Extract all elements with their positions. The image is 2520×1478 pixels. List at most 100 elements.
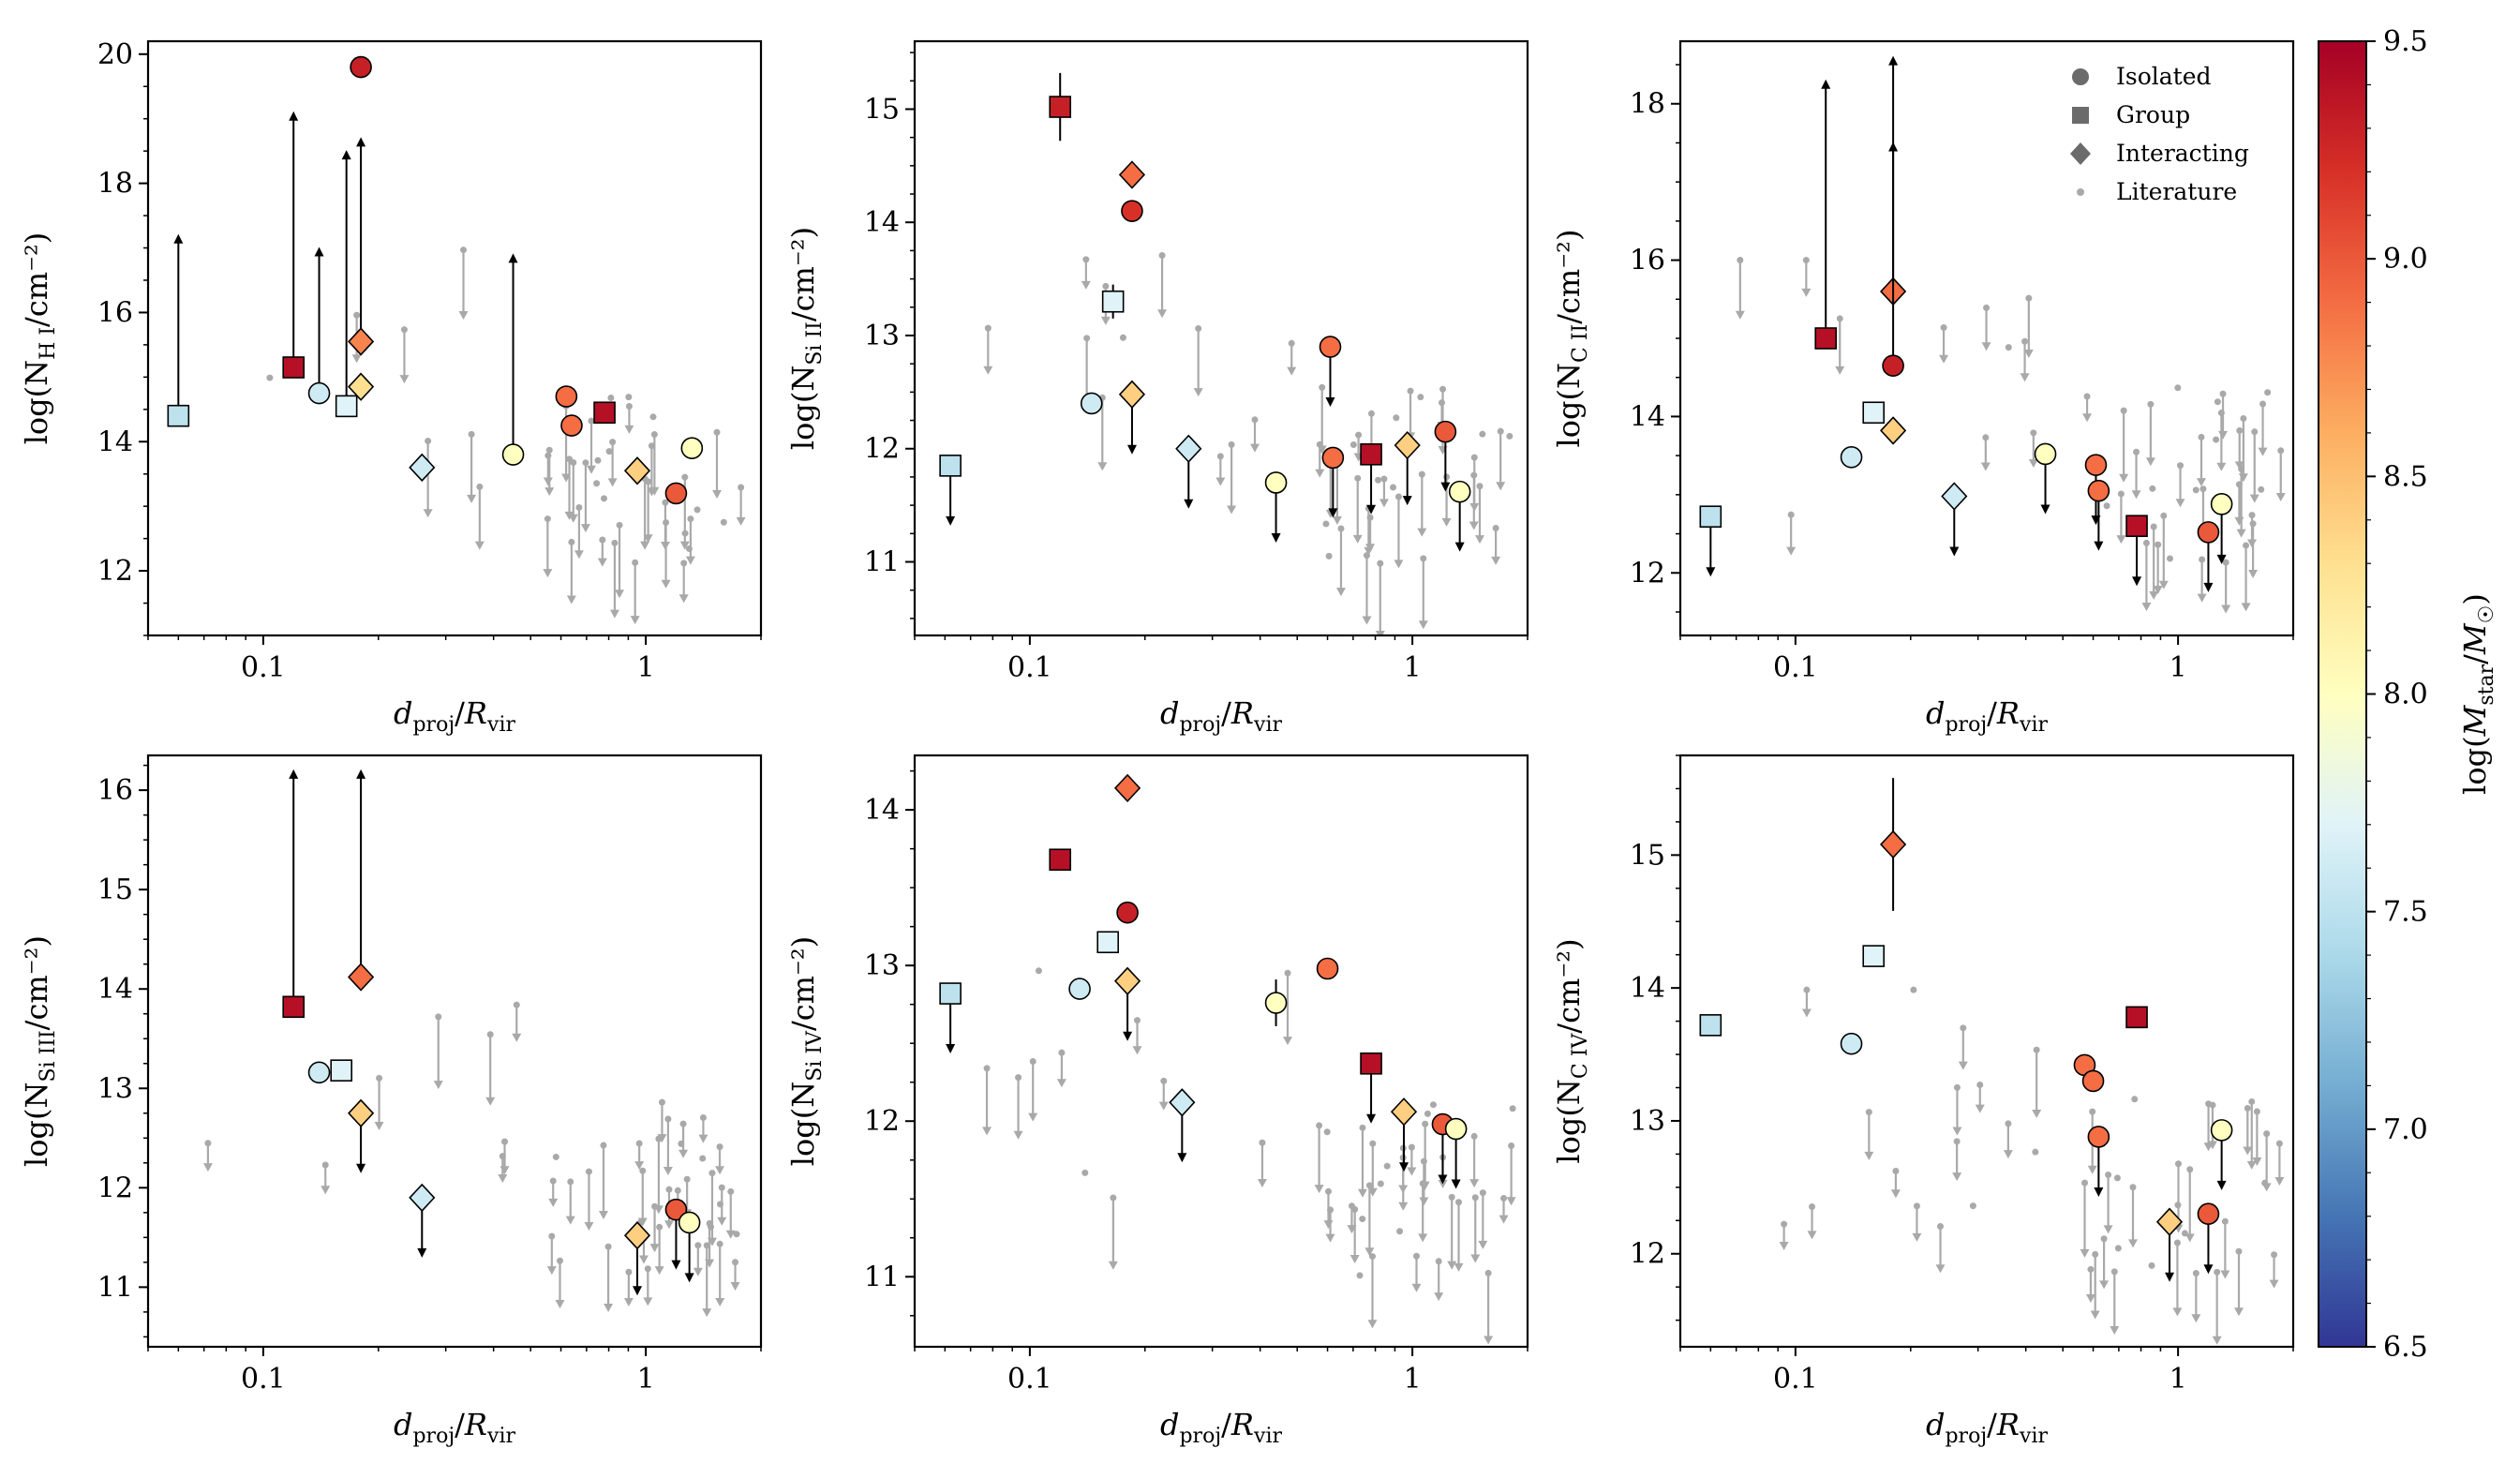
literature-point <box>552 1153 559 1160</box>
y-tick-label: 12 <box>864 433 900 466</box>
literature-arrow <box>1250 443 1260 453</box>
upper-limit-arrow <box>2094 541 2104 551</box>
literature-point <box>2089 1108 2096 1115</box>
literature-arrow <box>474 541 485 550</box>
literature-arrow <box>1081 280 1091 290</box>
literature-arrow <box>1420 1181 1430 1190</box>
literature-point <box>644 1265 651 1273</box>
isolated-marker <box>1316 957 1339 980</box>
literature-arrow <box>565 1216 575 1225</box>
literature-arrow <box>2085 1293 2095 1303</box>
literature-point <box>635 1140 643 1147</box>
literature-point <box>2243 542 2250 549</box>
literature-arrow <box>485 1097 496 1106</box>
interacting-marker <box>348 1098 375 1127</box>
literature-point <box>2199 485 2207 493</box>
isolated-marker <box>680 437 704 459</box>
literature-point <box>625 403 633 411</box>
literature-arrow <box>604 1303 614 1312</box>
literature-point <box>582 459 589 467</box>
literature-point <box>1160 1077 1168 1084</box>
literature-point <box>2192 1270 2199 1277</box>
axes-frame <box>1678 754 2295 1349</box>
colorbar-tick-label: 9.5 <box>2383 25 2428 58</box>
literature-arrow <box>1335 588 1346 597</box>
interacting-marker <box>1118 160 1146 189</box>
literature-point <box>1390 484 1397 491</box>
literature-arrow <box>1332 515 1342 525</box>
diamond-icon <box>2070 142 2091 165</box>
x-axis-label: dproj/Rvir <box>394 1407 515 1448</box>
literature-arrow <box>433 1081 443 1090</box>
group-marker <box>1049 96 1072 118</box>
literature-point <box>1110 1194 1117 1202</box>
literature-arrow <box>1417 528 1427 537</box>
legend-label: Group <box>2116 101 2190 128</box>
x-ticks: 0.1 1 <box>914 1347 1528 1396</box>
literature-point <box>645 478 652 485</box>
literature-arrow <box>2274 1177 2285 1187</box>
literature-arrow <box>598 1210 608 1219</box>
upper-limit-arrow <box>2203 1264 2214 1275</box>
y-axis-label: log(NSi II/cm⁻²) <box>785 227 827 450</box>
lower-limit-arrow <box>1821 79 1831 89</box>
literature-arrow <box>643 1297 653 1306</box>
x-tick-label: 1 <box>2170 651 2187 684</box>
literature-arrow <box>609 609 619 619</box>
literature-arrow <box>2275 493 2286 502</box>
literature-arrow <box>500 1166 510 1175</box>
upper-limit-arrow <box>2203 582 2214 592</box>
isolated-marker <box>2197 1202 2220 1226</box>
literature-point <box>1509 1105 1516 1112</box>
literature-point <box>1470 454 1478 461</box>
literature-arrow <box>1779 1242 1789 1251</box>
literature-point <box>1324 1187 1332 1195</box>
upper-limit-arrow <box>684 1273 694 1283</box>
legend-entry-group: Group <box>2072 101 2190 128</box>
x-axis-label: dproj/Rvir <box>1926 695 2048 737</box>
literature-arrow <box>1958 1061 1968 1070</box>
upper-limit-arrow <box>1184 499 1194 509</box>
y-tick-label: 14 <box>864 794 900 827</box>
interacting-marker <box>1169 1088 1196 1117</box>
literature-point <box>662 499 669 506</box>
literature-point <box>1377 560 1384 567</box>
literature-point <box>625 1268 633 1276</box>
literature-arrow <box>544 487 555 497</box>
literature-point <box>2033 1046 2040 1053</box>
literature-point <box>548 1232 556 1240</box>
literature-arrow <box>717 1217 727 1226</box>
literature-point <box>687 515 694 523</box>
colorbar-tick-label: 9.0 <box>2383 243 2428 276</box>
literature-arrow <box>1952 1127 1962 1136</box>
literature-point <box>2160 512 2168 519</box>
literature-point <box>1375 476 1382 484</box>
literature-point <box>2110 1268 2118 1276</box>
x-tick-label: 1 <box>1404 651 1422 684</box>
literature-point <box>1394 493 1402 500</box>
sample-points <box>282 769 701 1296</box>
literature-point <box>2173 1239 2181 1247</box>
literature-point <box>2131 1096 2139 1103</box>
literature-arrow <box>1935 1264 1946 1274</box>
literature-arrow <box>1367 1320 1378 1329</box>
literature-arrow <box>374 1122 384 1131</box>
literature-point <box>353 311 361 319</box>
literature-point <box>2199 556 2206 563</box>
literature-point <box>703 1242 710 1249</box>
x-ticks: 0.1 1 <box>1679 1347 2294 1396</box>
x-axis-label: dproj/Rvir <box>1160 1407 1282 1448</box>
literature-point <box>1787 511 1795 518</box>
literature-arrow <box>1411 1283 1422 1292</box>
literature-arrow <box>574 550 584 560</box>
literature-point <box>1497 427 1504 435</box>
literature-arrow <box>1325 1233 1335 1243</box>
literature-arrow <box>1398 1202 1409 1211</box>
isolated-marker <box>678 1211 701 1234</box>
literature-point <box>2219 390 2227 397</box>
upper-limit-arrow <box>1706 567 1716 577</box>
literature-arrow <box>399 375 410 384</box>
upper-limit-arrow <box>1366 1113 1377 1124</box>
isolated-marker <box>1434 420 1457 443</box>
y-tick-label: 11 <box>864 546 900 579</box>
